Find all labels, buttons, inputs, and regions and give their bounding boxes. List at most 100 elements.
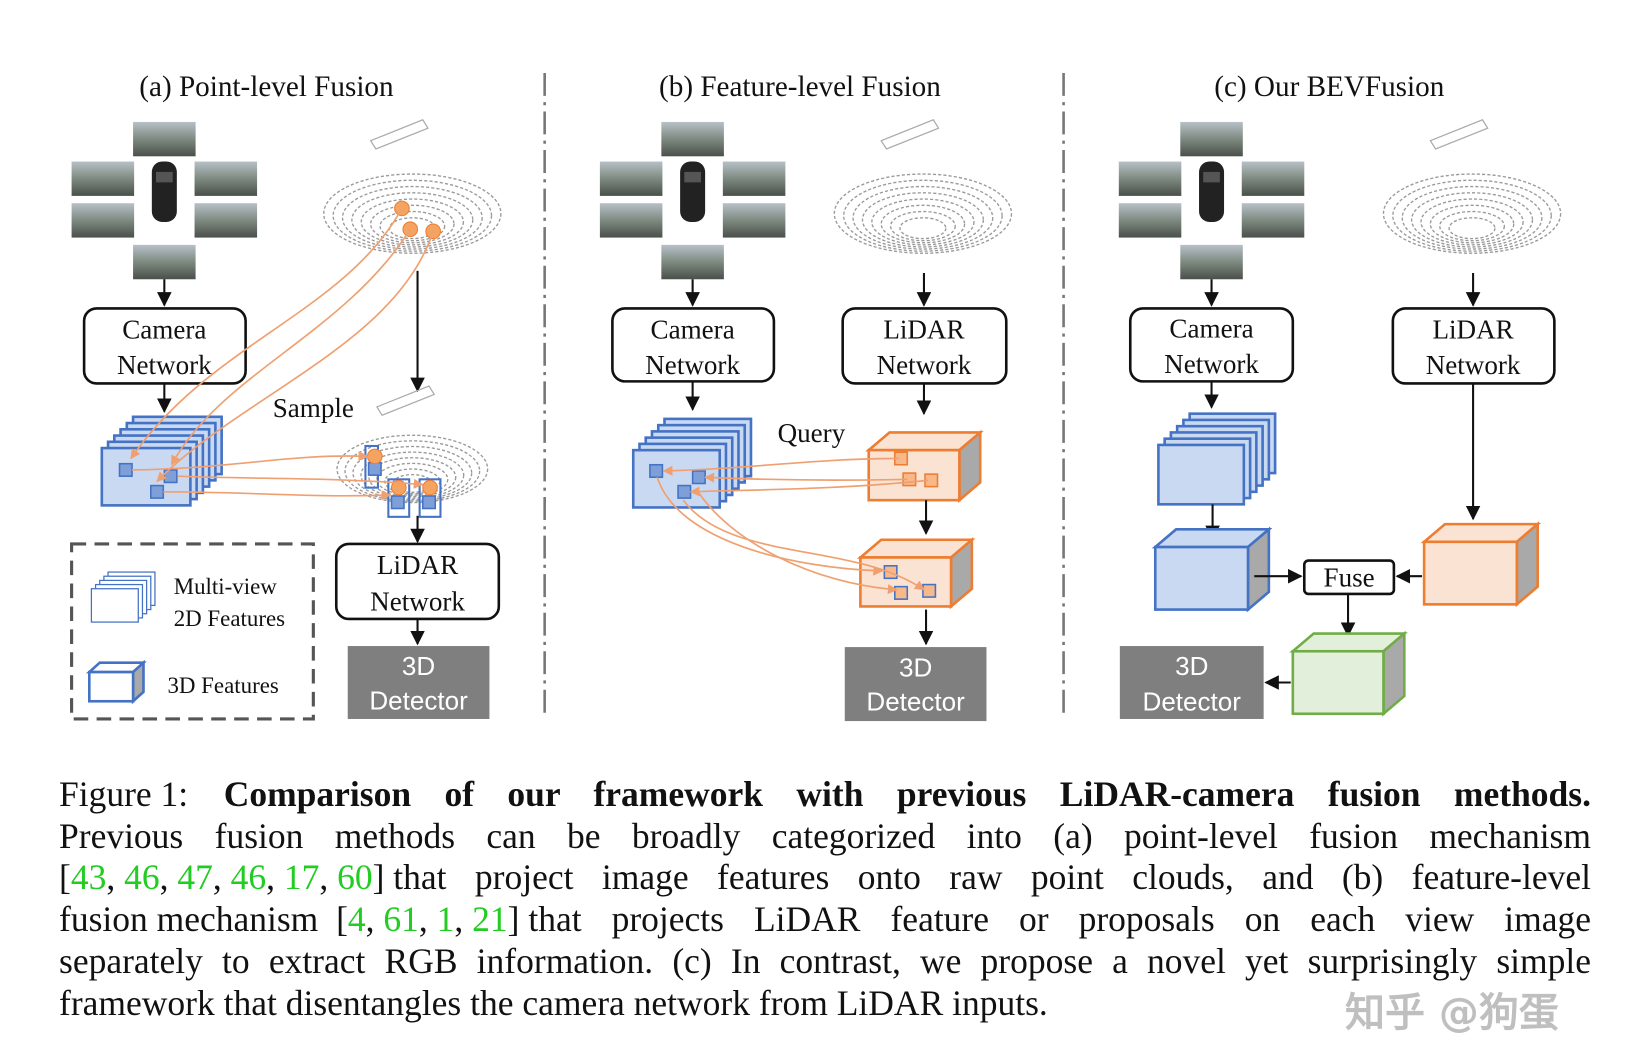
legend-3d-features: 3D Features xyxy=(167,673,278,698)
point-cloud-ring xyxy=(341,185,483,250)
ego-car-icon xyxy=(680,161,706,222)
camera-network-b-line2: Network xyxy=(645,350,740,380)
lidar-network-c-line2: Network xyxy=(1426,350,1521,380)
caption-line-6: framework that disentangles the camera n… xyxy=(59,982,1048,1023)
point-cloud-ring xyxy=(861,192,985,248)
point-cloud-ring xyxy=(360,198,465,246)
lidar-network-b-line2: Network xyxy=(877,350,972,380)
camera-network-a-line2: Network xyxy=(117,350,212,380)
citation-link[interactable]: 43 xyxy=(70,857,107,898)
camera-network-a-line1: Camera xyxy=(122,315,206,345)
citation-link[interactable]: 46 xyxy=(230,857,267,898)
point-cloud-ring xyxy=(360,451,465,499)
caption-title: Comparison of our framework with previou… xyxy=(223,774,1591,814)
lidar-point-cloud xyxy=(833,119,1013,254)
panel-a-title: (a) Point-level Fusion xyxy=(139,71,394,103)
citation-link[interactable]: 60 xyxy=(337,857,373,898)
caption-line-2: Previous fusion methods can be broadly c… xyxy=(59,815,1591,856)
point-cloud-ring xyxy=(1420,198,1524,246)
feature-cell xyxy=(922,583,937,598)
citation-link[interactable]: 61 xyxy=(383,899,419,940)
point-cloud-ring xyxy=(1410,192,1534,248)
caption-label: Figure 1: xyxy=(59,774,189,814)
camera-image xyxy=(194,161,258,196)
point-cloud-ring xyxy=(352,445,473,501)
projection-curve xyxy=(696,489,898,595)
detector-box xyxy=(1119,646,1264,719)
lidar-network-b-line1: LiDAR xyxy=(883,315,965,345)
multi-view-camera-images xyxy=(71,121,258,280)
cube-front xyxy=(1153,545,1250,611)
projection-curve xyxy=(704,472,908,483)
fused-features xyxy=(856,536,976,610)
point-cloud-ring xyxy=(899,217,947,240)
camera-image xyxy=(722,161,786,196)
feature-cell xyxy=(390,495,405,510)
feature-cell xyxy=(649,463,664,479)
sample-box xyxy=(418,478,442,518)
feature-map-layer xyxy=(90,588,139,623)
citation-link[interactable]: 47 xyxy=(177,857,213,898)
lidar-proposal-features xyxy=(865,429,984,503)
sampled-point xyxy=(390,479,407,496)
detector-b-line2: Detector xyxy=(866,687,965,717)
caption-line-1: Figure 1: Comparison of our framework wi… xyxy=(59,774,1591,816)
camera-image xyxy=(722,203,786,238)
point-cloud-ring xyxy=(379,210,446,242)
camera-network-c-line1: Camera xyxy=(1169,314,1253,344)
projection-curve xyxy=(163,490,392,501)
sampled-point xyxy=(422,479,438,496)
camera-image xyxy=(661,244,724,280)
sample-label: Sample xyxy=(273,393,354,423)
lidar-network-a-line1: LiDAR xyxy=(377,550,459,580)
citation-link[interactable]: 21 xyxy=(472,899,508,940)
lidar-point-cloud xyxy=(323,119,502,254)
figure-caption: Figure 1: Comparison of our framework wi… xyxy=(59,774,1591,1024)
caption-line-4-prefix: fusion mechanism xyxy=(59,899,319,940)
projection-curve xyxy=(656,476,884,576)
feature-cell xyxy=(421,495,437,510)
feature-cell xyxy=(150,484,165,499)
point-cloud-ring xyxy=(1382,173,1562,254)
camera-image xyxy=(71,161,135,196)
watermark: 知乎 @狗蛋 xyxy=(1345,990,1559,1036)
legend-multiview-icon xyxy=(90,571,156,623)
panel-b-title: (b) Feature-level Fusion xyxy=(659,71,941,103)
citation-link[interactable]: 17 xyxy=(283,857,320,898)
caption-line-4-text: that projects LiDAR feature or proposals… xyxy=(528,899,1591,940)
point-cloud-ring xyxy=(889,210,956,242)
camera-image xyxy=(194,203,258,238)
detector-c-line2: Detector xyxy=(1143,687,1242,717)
feature-cell xyxy=(118,462,133,477)
camera-image xyxy=(1180,121,1243,157)
lidar-network-c-line1: LiDAR xyxy=(1432,315,1514,345)
point-cloud-ring xyxy=(368,457,457,498)
citation-link[interactable]: 1 xyxy=(436,899,455,940)
ego-car-icon xyxy=(1199,161,1225,222)
point-cloud-ring xyxy=(336,434,489,504)
legend-3d-cube-icon xyxy=(85,659,147,705)
point-cloud-structure xyxy=(880,119,940,150)
citation-link[interactable]: 46 xyxy=(124,857,160,898)
projection-curve xyxy=(170,228,411,466)
feature-cell xyxy=(677,484,692,499)
point-cloud-ring xyxy=(332,179,493,252)
lidar-network-a-line2: Network xyxy=(370,587,465,617)
citation-group-1: [43, 46, 47, 46, 17, 60] xyxy=(59,857,385,898)
ego-car-icon xyxy=(151,161,177,222)
projection-curve xyxy=(156,231,434,483)
cube-front xyxy=(88,670,135,703)
citation-link[interactable]: 4 xyxy=(347,899,366,940)
camera-image xyxy=(133,244,196,280)
sampled-point xyxy=(367,448,383,465)
point-cloud-ring xyxy=(1429,204,1515,244)
lidar-bev-features xyxy=(1420,521,1542,608)
point-cloud-ring xyxy=(871,198,975,246)
camera-network-c-line2: Network xyxy=(1164,349,1259,379)
camera-image xyxy=(1118,161,1182,196)
camera-image xyxy=(1118,203,1182,238)
point-cloud-ring xyxy=(852,185,994,250)
feature-cell xyxy=(691,470,706,485)
car-windshield xyxy=(684,171,701,183)
